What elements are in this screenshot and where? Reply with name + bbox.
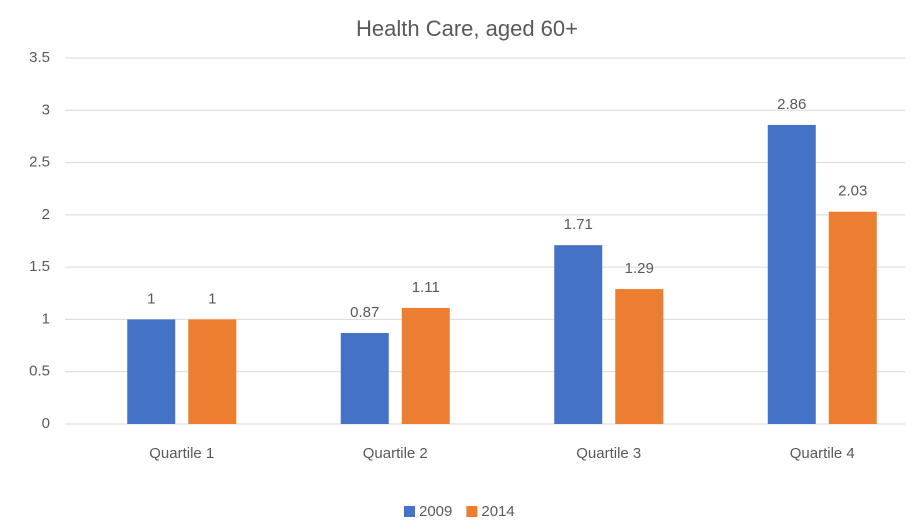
legend-swatch <box>466 506 478 517</box>
y-tick-label: 2 <box>42 206 50 223</box>
bar <box>615 289 664 424</box>
legend-label: 2014 <box>481 503 514 520</box>
bar <box>127 319 176 424</box>
data-label: 2.03 <box>838 183 867 200</box>
bar <box>401 307 450 424</box>
data-label: 1.29 <box>625 260 654 277</box>
data-label: 1.71 <box>564 216 593 233</box>
bar <box>554 245 603 424</box>
x-tick-label: Quartile 2 <box>363 445 428 462</box>
bar <box>188 319 237 424</box>
chart-title: Health Care, aged 60+ <box>356 16 578 41</box>
y-tick-label: 3.5 <box>29 49 50 66</box>
y-tick-label: 2.5 <box>29 154 50 171</box>
y-tick-label: 1.5 <box>29 258 50 275</box>
bar <box>767 124 816 424</box>
legend-swatch <box>404 506 415 517</box>
data-label: 2.86 <box>777 96 806 113</box>
y-tick-label: 1 <box>42 310 50 327</box>
bar <box>340 333 389 424</box>
data-label: 1.11 <box>412 279 440 296</box>
y-tick-label: 0 <box>42 415 50 432</box>
x-tick-label: Quartile 4 <box>790 445 855 462</box>
y-tick-label: 0.5 <box>29 363 50 380</box>
x-tick-label: Quartile 3 <box>576 445 641 462</box>
y-tick-label: 3 <box>42 101 50 118</box>
data-label: 1 <box>147 290 155 307</box>
data-label: 1 <box>208 290 216 307</box>
data-label: 0.87 <box>350 304 379 321</box>
legend-label: 2009 <box>419 503 452 520</box>
x-tick-label: Quartile 1 <box>149 445 214 462</box>
bar <box>828 211 877 424</box>
